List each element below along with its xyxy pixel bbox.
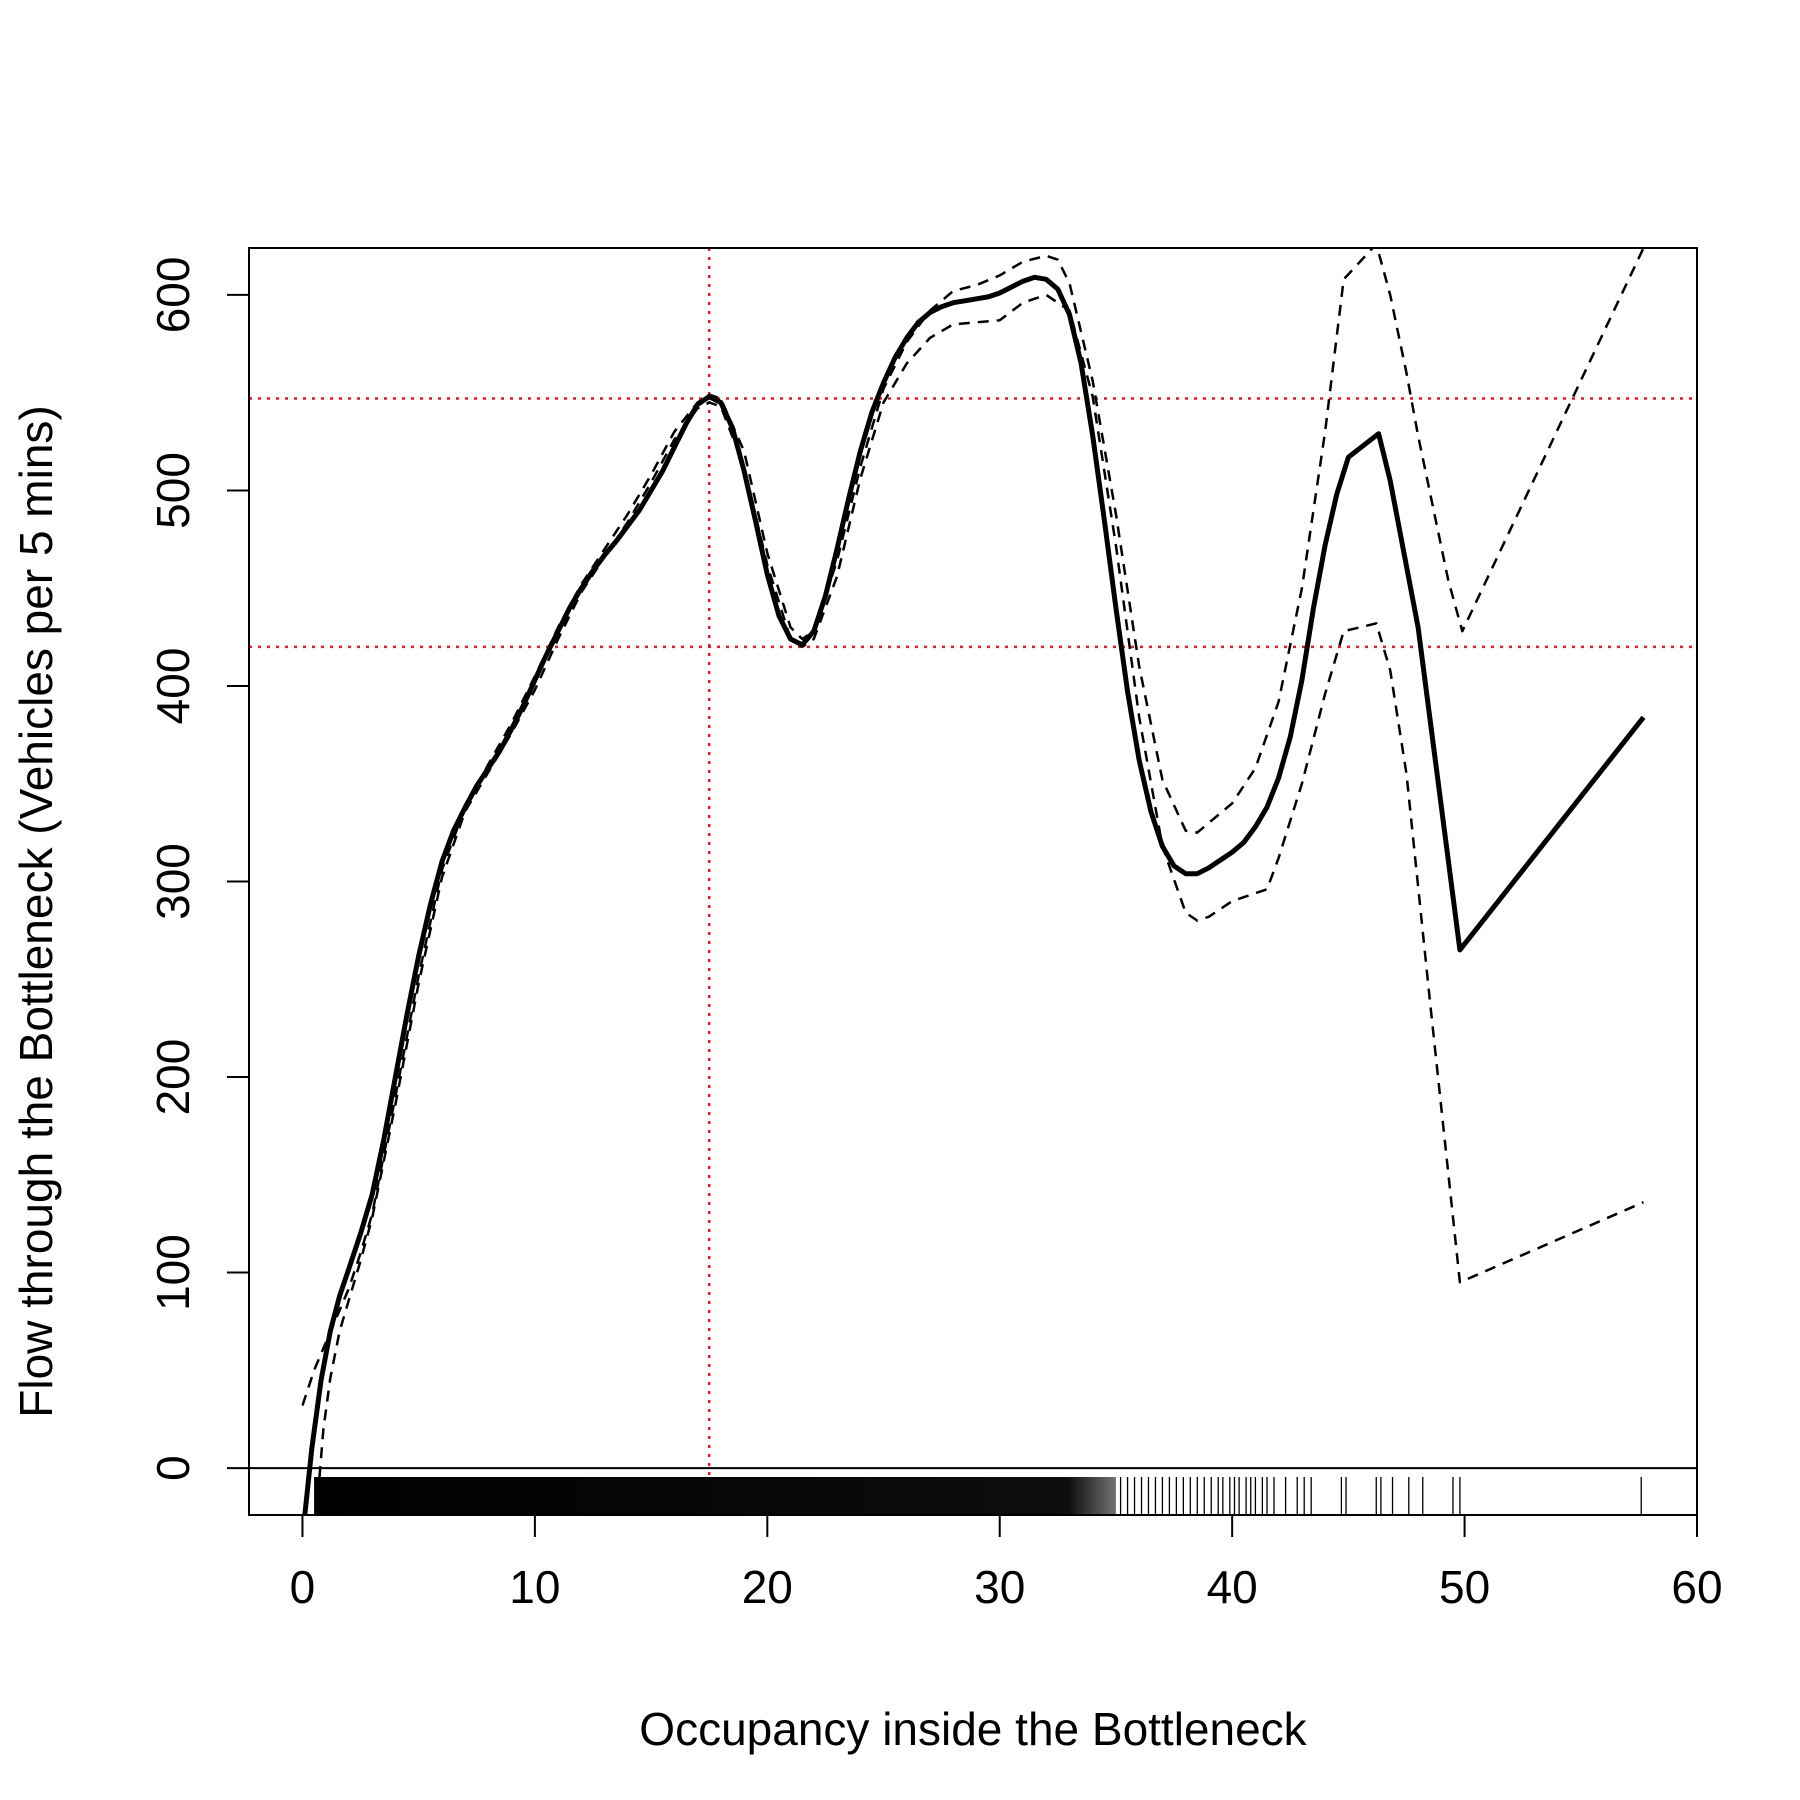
reference-lines [249,248,1697,1515]
x-tick-label: 10 [509,1561,560,1613]
x-tick-label: 20 [742,1561,793,1613]
rug-plot [314,1477,1642,1515]
y-tick-label: 600 [147,257,199,334]
y-tick-label: 0 [147,1455,199,1481]
x-tick-label: 60 [1671,1561,1722,1613]
series-lines [301,248,1646,1515]
x-tick-label: 40 [1207,1561,1258,1613]
x-tick-label: 30 [974,1561,1025,1613]
series-upper-band-line [301,248,1645,1406]
y-axis: 0 100 200 300 400 500 600 [147,257,250,1481]
series-fit-line [302,274,1646,1515]
x-axis: 0 10 20 30 40 50 60 [290,1514,1723,1613]
y-tick-label: 500 [147,452,199,529]
y-tick-label: 300 [147,843,199,920]
y-axis-title: Flow through the Bottleneck (Vehicles pe… [10,405,62,1418]
x-tick-label: 0 [290,1561,316,1613]
plot-frame [248,247,1698,1516]
y-tick-label: 400 [147,648,199,725]
series-lower-band-line [315,293,1644,1515]
y-tick-label: 200 [147,1039,199,1116]
y-tick-label: 100 [147,1234,199,1311]
x-tick-label: 50 [1439,1561,1490,1613]
rug-dense-band [314,1477,1116,1515]
x-axis-title: Occupancy inside the Bottleneck [639,1703,1307,1755]
